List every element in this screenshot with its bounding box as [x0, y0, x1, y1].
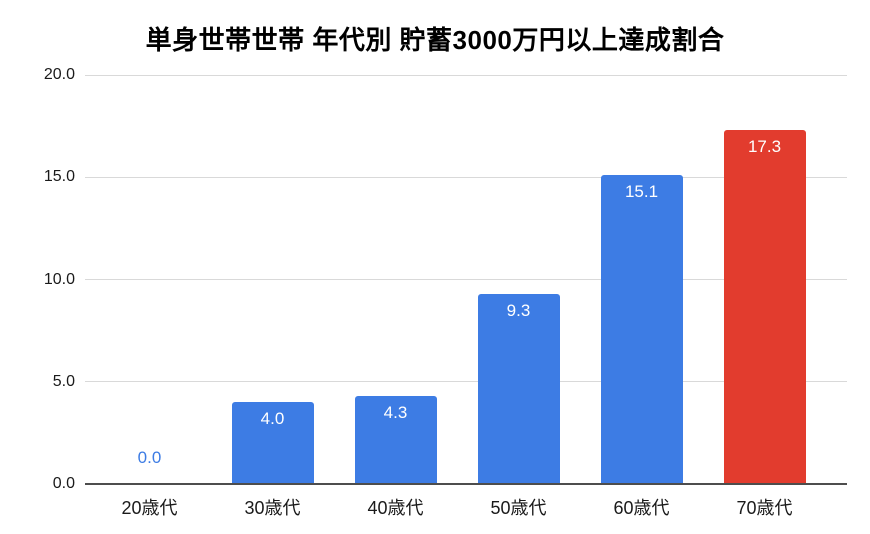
x-tick-label: 40歳代 [367, 498, 424, 518]
y-axis-ticks: 0.0 5.0 10.0 15.0 20.0 [0, 66, 85, 492]
plot-area: 0.0 5.0 10.0 15.0 20.0 0.0 20歳代 4.0 30歳代 4.3 40歳代… [44, 66, 847, 518]
bar-column: 17.3 70歳代 [703, 75, 826, 518]
gridline [85, 279, 847, 280]
y-tick-label: 10.0 [43, 270, 75, 288]
bar: 17.3 [723, 130, 806, 484]
x-tick-label: 30歳代 [244, 498, 301, 518]
bar: 4.0 [231, 402, 314, 484]
x-tick-label: 50歳代 [490, 498, 547, 518]
bar-value-label: 9.3 [506, 300, 531, 320]
gridline [85, 74, 847, 76]
y-tick-label: 15.0 [43, 168, 75, 186]
bar-value-label: 4.3 [383, 403, 408, 423]
bar-value-label: 17.3 [747, 137, 782, 157]
bar-value-label: 15.1 [624, 182, 659, 202]
y-tick-label: 20.0 [43, 66, 75, 83]
bar-column: 4.3 40歳代 [334, 75, 457, 518]
bar-value-label: 0.0 [137, 448, 162, 467]
gridline [85, 381, 847, 383]
bars-container: 0.0 20歳代 4.0 30歳代 4.3 40歳代 9.3 50歳代 15.1 60歳代 17.3… [88, 75, 826, 518]
bar: 9.3 [477, 293, 560, 484]
bar-column: 15.1 60歳代 [580, 75, 703, 518]
bar: 4.3 [354, 396, 437, 484]
gridline [85, 176, 847, 178]
x-tick-label: 20歳代 [121, 498, 178, 518]
x-tick-label: 70歳代 [736, 498, 793, 518]
bar-column: 9.3 50歳代 [457, 75, 580, 518]
x-axis-line [85, 483, 847, 485]
chart-title: 単身世帯世帯 年代別 貯蓄3000万円以上達成割合 [145, 25, 725, 55]
bar-column: 4.0 30歳代 [211, 75, 334, 518]
bar-column: 0.0 20歳代 [88, 75, 211, 518]
y-tick-label: 0.0 [52, 475, 75, 492]
x-tick-label: 60歳代 [613, 498, 670, 518]
bar-value-label: 4.0 [260, 409, 285, 429]
bar: 15.1 [600, 175, 683, 484]
y-tick-label: 5.0 [52, 372, 75, 390]
